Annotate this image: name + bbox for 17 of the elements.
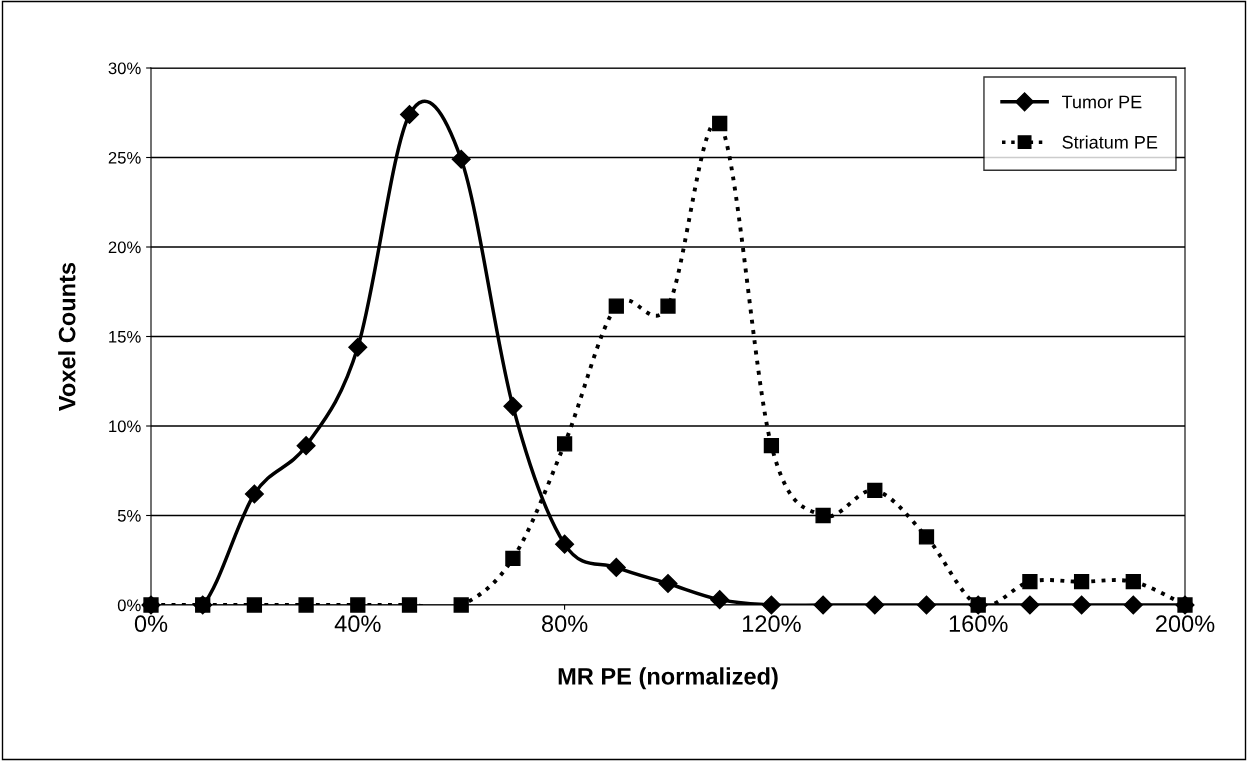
y-tick-label: 30% — [108, 62, 141, 75]
x-tick-label: 40% — [334, 615, 381, 633]
y-tick-label: 15% — [109, 330, 141, 343]
legend-label: Tumor PE — [1062, 95, 1142, 109]
x-tick-label: 80% — [542, 615, 588, 633]
x-tick-label: 200% — [1156, 615, 1215, 633]
x-tick-label: 120% — [743, 615, 801, 633]
y-tick-label: 20% — [108, 241, 141, 254]
x-axis-title: MR PE (normalized) — [558, 667, 778, 690]
y-tick-label: 0% — [117, 599, 141, 612]
x-tick-label: 160% — [949, 615, 1008, 633]
y-tick-label: 10% — [109, 420, 141, 433]
y-axis-title: Voxel Counts — [58, 262, 76, 411]
y-tick-label: 25% — [108, 151, 141, 164]
y-tick-label: 5% — [117, 509, 141, 522]
legend-label: Striatum PE — [1062, 135, 1158, 149]
x-tick-label: 0% — [134, 615, 168, 633]
